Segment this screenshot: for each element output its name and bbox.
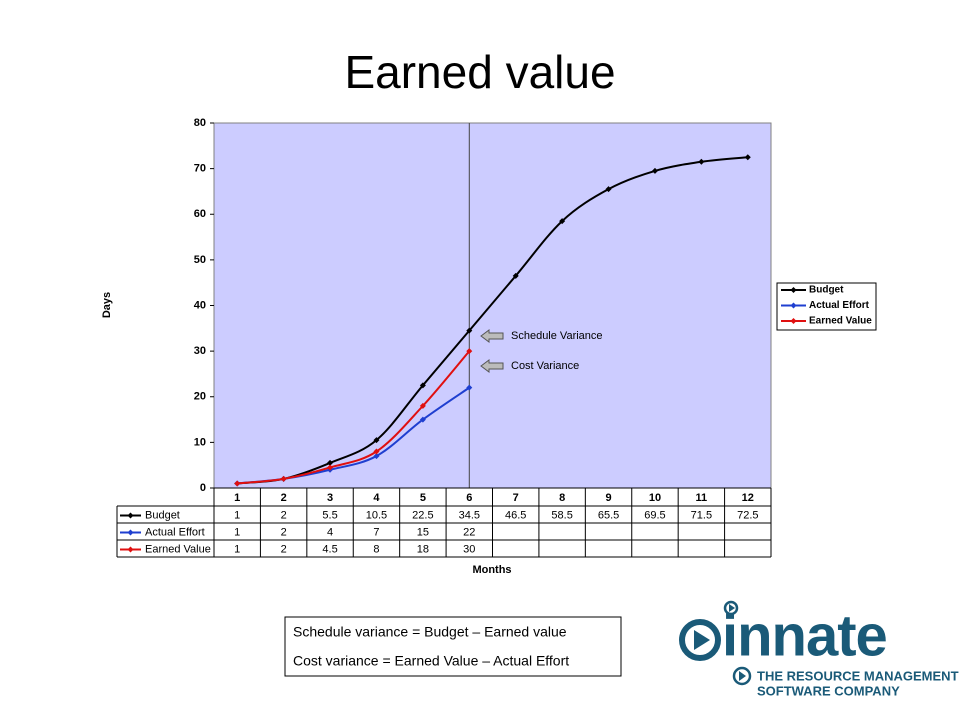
table-row-label: Budget: [145, 509, 180, 521]
logo-name: innate: [722, 603, 887, 668]
point: [327, 459, 334, 466]
y-tick-label: 20: [194, 391, 206, 403]
y-tick-label: 0: [200, 482, 206, 494]
x-tick-label: 9: [605, 492, 611, 504]
slide-title: Earned value: [344, 46, 615, 98]
logo-icon: [679, 619, 721, 661]
logo-icon: [739, 671, 746, 681]
annotation-arrow: [480, 329, 504, 343]
table-cell: 34.5: [459, 509, 480, 521]
table-cell: 1: [234, 526, 240, 538]
legend-label: Earned Value: [809, 316, 872, 327]
table-cell: 2: [281, 543, 287, 555]
point: [466, 384, 473, 391]
table-cell: 58.5: [551, 509, 572, 521]
logo-icon: [694, 630, 710, 650]
table-legend-marker: [127, 546, 134, 553]
y-tick-label: 60: [194, 208, 206, 220]
logo-tagline: THE RESOURCE MANAGEMENT: [757, 668, 959, 683]
point: [373, 453, 380, 460]
table-cell: 69.5: [644, 509, 665, 521]
table-legend-marker: [127, 512, 134, 519]
plot-area: [213, 122, 772, 489]
formula-line: Schedule variance = Budget – Earned valu…: [293, 624, 567, 640]
point: [419, 382, 426, 389]
x-axis-label: Months: [472, 564, 511, 576]
point: [280, 475, 287, 482]
table-cell: 1: [234, 509, 240, 521]
annotation: Schedule Variance: [511, 330, 603, 342]
x-tick-label: 8: [559, 492, 565, 504]
point: [698, 158, 705, 165]
table-cell: 65.5: [598, 509, 619, 521]
point: [373, 448, 380, 455]
logo-icon: [723, 600, 739, 616]
table-cell: 46.5: [505, 509, 526, 521]
x-tick-label: 4: [373, 492, 380, 504]
table-cell: 72.5: [737, 509, 758, 521]
legend-label: Budget: [809, 285, 844, 296]
table-cell: 2: [281, 526, 287, 538]
x-tick-label: 6: [466, 492, 472, 504]
table-cell: 1: [234, 543, 240, 555]
point: [512, 272, 519, 279]
point: [651, 167, 658, 174]
point: [419, 402, 426, 409]
table-cell: 7: [373, 526, 379, 538]
legend-marker: [790, 302, 797, 309]
table-cell: 5.5: [322, 509, 337, 521]
table-cell: 18: [417, 543, 429, 555]
y-tick-label: 80: [194, 117, 206, 129]
legend-marker: [790, 318, 797, 324]
y-tick-label: 10: [194, 436, 206, 448]
x-tick-label: 5: [420, 492, 426, 504]
formula-box: [284, 616, 622, 677]
y-tick-label: 50: [194, 254, 206, 266]
table-legend-marker: [127, 529, 134, 536]
x-tick-label: 11: [696, 492, 708, 504]
annotation-arrow: [480, 359, 504, 373]
legend-marker: [790, 287, 797, 293]
table-cell: 10.5: [366, 509, 387, 521]
table-cell: 22: [463, 526, 475, 538]
point: [744, 154, 751, 161]
table-cell: 71.5: [691, 509, 712, 521]
y-tick-label: 70: [194, 163, 206, 175]
point: [466, 327, 473, 334]
table-row-label: Actual Effort: [145, 526, 205, 538]
point: [559, 218, 566, 225]
x-tick-label: 3: [327, 492, 333, 504]
table-cell: 8: [373, 543, 379, 555]
logo-tagline: SOFTWARE COMPANY: [757, 683, 900, 698]
y-tick-label: 30: [194, 345, 206, 357]
table-cell: 2: [281, 509, 287, 521]
y-axis-label: Days: [101, 292, 113, 318]
logo: innate THE RESOURCE MANAGEMENT SOFTWARE …: [679, 600, 959, 698]
point: [419, 416, 426, 423]
table-cell: 22.5: [412, 509, 433, 521]
logo-icon: [729, 604, 735, 612]
table-cell: 4.5: [322, 543, 337, 555]
x-tick-label: 10: [649, 492, 661, 504]
x-tick-label: 2: [281, 492, 287, 504]
point: [466, 348, 473, 355]
table-cell: 30: [463, 543, 475, 555]
legend-label: Actual Effort: [809, 300, 870, 311]
table-cell: 15: [417, 526, 429, 538]
logo-icon: [732, 666, 752, 686]
x-tick-label: 7: [513, 492, 519, 504]
formula-line: Cost variance = Earned Value – Actual Ef…: [293, 653, 569, 669]
x-tick-label: 1: [234, 492, 240, 504]
annotation: Cost Variance: [511, 360, 579, 372]
table-cell: 4: [327, 526, 333, 538]
point: [234, 480, 241, 487]
y-tick-label: 40: [194, 299, 206, 311]
table-row-label: Earned Value: [145, 543, 211, 555]
point: [373, 437, 380, 444]
x-tick-label: 12: [742, 492, 754, 504]
point: [327, 464, 334, 471]
point: [605, 186, 612, 193]
